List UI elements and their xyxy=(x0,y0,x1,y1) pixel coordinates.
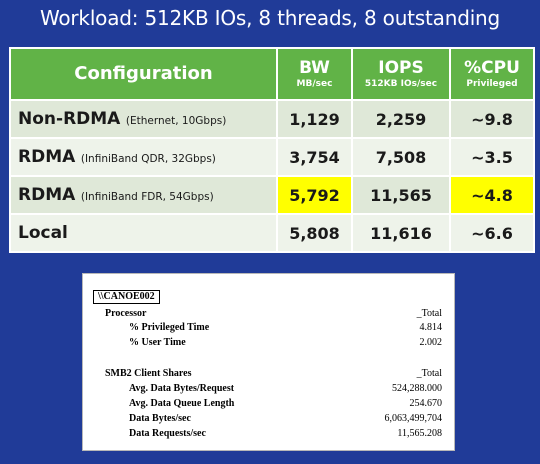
avg-bytes-request-row: Avg. Data Bytes/Request 524,288.000 xyxy=(83,382,456,396)
table-row: Local 5,808 11,616 ~6.6 xyxy=(9,213,535,253)
row-cpu: ~3.5 xyxy=(449,137,535,177)
row-bw: 1,129 xyxy=(276,99,353,139)
user-time-row: % User Time 2.002 xyxy=(83,336,456,350)
slide-title: Workload: 512KB IOs, 8 threads, 8 outsta… xyxy=(39,6,501,30)
privileged-time-row: % Privileged Time 4.814 xyxy=(83,321,456,335)
avg-bytes-request-value: 524,288.000 xyxy=(392,383,442,394)
smb-client-shares-label: SMB2 Client Shares xyxy=(105,368,192,379)
row-bw-highlighted: 5,792 xyxy=(276,175,353,215)
privileged-time-label: % Privileged Time xyxy=(129,322,210,333)
data-requests-sec-row: Data Requests/sec 11,565.208 xyxy=(83,427,456,441)
row-iops: 2,259 xyxy=(351,99,451,139)
row-configuration: RDMA (InfiniBand FDR, 54Gbps) xyxy=(9,175,278,215)
data-bytes-sec-label: Data Bytes/sec xyxy=(129,413,191,424)
header-cpu: %CPU Privileged xyxy=(449,47,535,101)
table-row: RDMA (InfiniBand QDR, 32Gbps) 3,754 7,50… xyxy=(9,137,535,177)
header-configuration: Configuration xyxy=(9,47,278,101)
data-requests-sec-value: 11,565.208 xyxy=(397,428,442,439)
avg-queue-length-value: 254.670 xyxy=(409,398,443,409)
table-row: RDMA (InfiniBand FDR, 54Gbps) 5,792 11,5… xyxy=(9,175,535,215)
table-row: Non-RDMA (Ethernet, 10Gbps) 1,129 2,259 … xyxy=(9,99,535,139)
host-name: \\CANOE002 xyxy=(93,290,160,304)
data-requests-sec-label: Data Requests/sec xyxy=(129,428,206,439)
header-bw: BW MB/sec xyxy=(276,47,353,101)
avg-queue-length-label: Avg. Data Queue Length xyxy=(129,398,235,409)
avg-queue-length-row: Avg. Data Queue Length 254.670 xyxy=(83,397,456,411)
performance-monitor-panel: \\CANOE002 Processor _Total % Privileged… xyxy=(82,273,455,451)
avg-bytes-request-label: Avg. Data Bytes/Request xyxy=(129,383,235,394)
row-bw: 3,754 xyxy=(276,137,353,177)
performance-table: Configuration BW MB/sec IOPS 512KB IOs/s… xyxy=(9,47,535,253)
smb-client-shares-total: _Total xyxy=(416,368,442,379)
header-iops: IOPS 512KB IOs/sec xyxy=(351,47,451,101)
processor-label: Processor xyxy=(105,308,147,319)
row-iops: 11,565 xyxy=(351,175,451,215)
user-time-label: % User Time xyxy=(129,337,186,348)
processor-total: _Total xyxy=(416,308,442,319)
data-bytes-sec-row: Data Bytes/sec 6,063,499,704 xyxy=(83,412,456,426)
user-time-value: 2.002 xyxy=(419,337,443,348)
smb-client-shares-row: SMB2 Client Shares _Total xyxy=(83,367,456,381)
row-bw: 5,808 xyxy=(276,213,353,253)
row-cpu-highlighted: ~4.8 xyxy=(449,175,535,215)
row-cpu: ~6.6 xyxy=(449,213,535,253)
data-bytes-sec-value: 6,063,499,704 xyxy=(384,413,443,424)
processor-row: Processor _Total xyxy=(83,307,456,321)
table-header-row: Configuration BW MB/sec IOPS 512KB IOs/s… xyxy=(9,47,535,101)
row-cpu: ~9.8 xyxy=(449,99,535,139)
row-configuration: Local xyxy=(9,213,278,253)
privileged-time-value: 4.814 xyxy=(419,322,443,333)
row-configuration: Non-RDMA (Ethernet, 10Gbps) xyxy=(9,99,278,139)
row-configuration: RDMA (InfiniBand QDR, 32Gbps) xyxy=(9,137,278,177)
row-iops: 11,616 xyxy=(351,213,451,253)
row-iops: 7,508 xyxy=(351,137,451,177)
